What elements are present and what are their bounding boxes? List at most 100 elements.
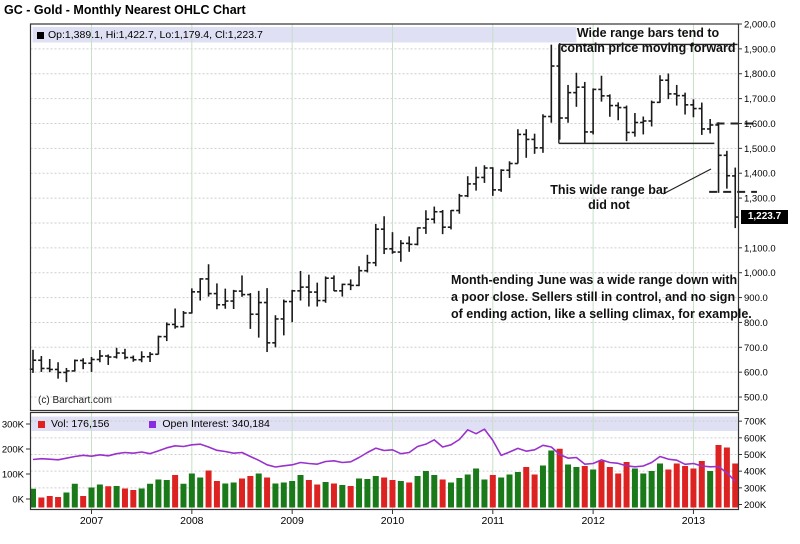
oi-axis-label: 400K (744, 467, 767, 478)
volume-bar (121, 488, 128, 508)
volume-bar (732, 463, 739, 508)
x-axis-year-label: 2010 (381, 515, 405, 527)
volume-bar (422, 471, 429, 508)
volume-bar (356, 478, 363, 508)
volume-bar (489, 475, 496, 508)
volume-bar (46, 496, 53, 508)
price-legend: Op:1,389.1, Hi:1,422.7, Lo:1,179.4, Cl:1… (37, 29, 263, 41)
volume-bar (448, 482, 454, 508)
price-axis-label: 1,500.0 (744, 144, 776, 155)
price-axis-label: 1,100.0 (744, 243, 776, 254)
volume-bar (172, 475, 179, 508)
annotation-did-not: This wide range bar did not (549, 183, 669, 213)
volume-bar (456, 478, 463, 508)
volume-bar (38, 497, 45, 508)
annotation-month-ending: Month-ending June was a wide range down … (451, 272, 791, 323)
volume-axis-label: 0K (12, 495, 24, 506)
last-price-label: 1,223.7 (741, 210, 788, 225)
volume-bar (523, 467, 530, 508)
volume-legend-swatch-icon (38, 420, 45, 428)
volume-bar (188, 473, 195, 508)
volume-bar (280, 482, 287, 508)
volume-bar (397, 481, 404, 508)
volume-bar (414, 476, 421, 508)
annotation-line: contain price moving forward (560, 40, 736, 55)
volume-bar (289, 481, 296, 508)
price-axis-label: 600.0 (744, 368, 768, 379)
price-axis-label: 1,800.0 (744, 69, 776, 80)
volume-bar (305, 480, 312, 508)
volume-bar (715, 445, 722, 508)
volume-bar (673, 463, 680, 508)
volume-bar (690, 468, 697, 508)
volume-legend: Vol: 176,156 Open Interest: 340,184 (38, 418, 270, 430)
price-axis-label: 500.0 (744, 393, 768, 404)
price-axis-label: 1,600.0 (744, 119, 776, 130)
copyright-text: (c) Barchart.com (38, 395, 112, 406)
volume-bar (565, 464, 572, 508)
annotation-pointer-line (662, 168, 712, 195)
volume-bar (372, 476, 379, 508)
volume-bar (113, 486, 120, 508)
oi-axis-label: 600K (744, 433, 767, 444)
volume-bar (347, 486, 354, 508)
volume-panel-border (29, 411, 740, 511)
price-panel-border (29, 23, 740, 412)
volume-bar (55, 497, 62, 508)
open-interest-legend-swatch-icon (149, 420, 157, 428)
volume-bar (498, 477, 505, 508)
volume-bar (297, 475, 304, 508)
volume-bar (631, 468, 638, 508)
volume-bar (548, 450, 555, 508)
volume-bar (264, 477, 271, 508)
annotation-wide-range: Wide range bars tend to contain price mo… (548, 26, 748, 55)
volume-bar (464, 474, 471, 508)
price-legend-text: Op:1,389.1, Hi:1,422.7, Lo:1,179.4, Cl:1… (48, 29, 263, 41)
volume-axis-label: 200K (2, 445, 25, 456)
volume-bar (707, 471, 714, 508)
volume-bar (364, 479, 371, 508)
volume-bar (698, 461, 705, 508)
price-axis-label: 1,700.0 (744, 94, 776, 105)
open-interest-line (32, 428, 736, 482)
volume-legend-strip (31, 416, 738, 431)
volume-bar (163, 480, 170, 508)
price-axis-label: 900.0 (744, 293, 768, 304)
volume-bar (339, 485, 346, 508)
volume-bar (539, 465, 546, 508)
volume-bar (322, 482, 329, 508)
price-axis-label: 1,300.0 (744, 194, 776, 205)
oi-axis-label: 200K (744, 500, 767, 511)
volume-bar (71, 483, 78, 508)
volume-bar (230, 482, 237, 508)
ohlc-legend-swatch-icon (37, 31, 44, 39)
volume-bar (581, 466, 588, 508)
x-axis-year-label: 2012 (581, 515, 605, 527)
annotation-line: Wide range bars tend to (576, 26, 720, 40)
volume-bar (105, 486, 112, 508)
annotation-line: of ending action, like a selling climax,… (451, 307, 752, 321)
volume-bar (197, 477, 204, 508)
volume-bar (473, 468, 480, 508)
price-axis-label: 2,000.0 (744, 20, 776, 31)
volume-bar (147, 483, 154, 508)
annotation-line: did not (588, 198, 630, 212)
volume-bar (506, 474, 513, 508)
volume-axis-label: 100K (2, 470, 25, 481)
volume-bar (481, 479, 488, 508)
volume-bar (88, 487, 95, 508)
oi-axis-label: 700K (744, 417, 767, 428)
x-axis-year-label: 2011 (482, 515, 505, 527)
chart-title: GC - Gold - Monthly Nearest OHLC Chart (4, 3, 246, 17)
volume-bar (556, 448, 563, 508)
volume-bar (255, 473, 262, 508)
volume-bar (648, 471, 655, 508)
price-axis-label: 1,000.0 (744, 268, 776, 279)
x-axis-year-label: 2007 (80, 515, 104, 527)
volume-bar (155, 479, 162, 508)
volume-bar (180, 483, 187, 508)
volume-bar (80, 496, 87, 508)
price-axis-label: 800.0 (744, 318, 768, 329)
